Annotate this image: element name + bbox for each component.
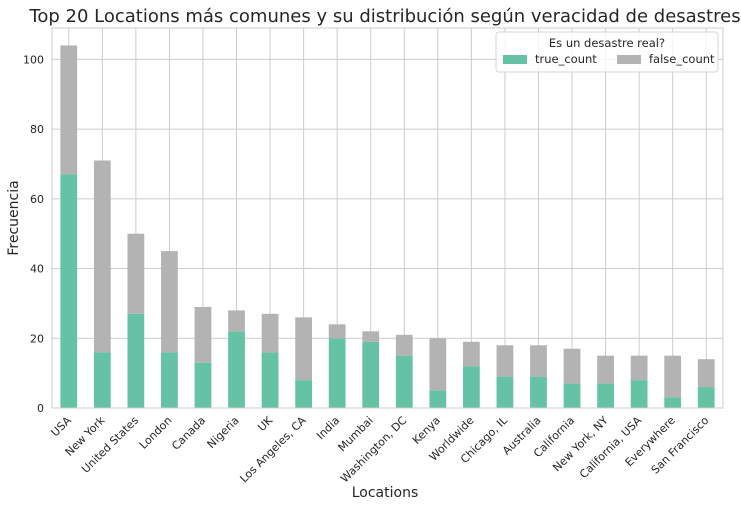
bar-false-count [563, 348, 581, 384]
bar-true-count [597, 383, 614, 408]
legend: Es un desastre real? true_count false_co… [495, 31, 719, 73]
bar-true-count [194, 362, 212, 408]
y-tick-label: 0 [37, 402, 44, 415]
y-tick-label: 40 [30, 263, 44, 276]
y-tick-labels: 0 20 40 60 80 100 [23, 53, 44, 415]
y-axis-label: Frecuencia [6, 180, 22, 255]
bar-false-count [93, 160, 111, 353]
bar-true-count [664, 397, 682, 408]
bar-true-count [563, 383, 581, 408]
x-axis-label: Locations [352, 485, 419, 501]
bar-false-count [462, 341, 480, 367]
legend-label-false-count: false_count [649, 52, 715, 66]
bar-false-count [228, 310, 245, 332]
bar-true-count [295, 380, 313, 408]
legend-swatch-false-count [617, 55, 641, 64]
bar-false-count [395, 334, 413, 356]
plot-frame [51, 27, 724, 409]
bar-true-count [530, 376, 547, 408]
legend-swatch-true-count [503, 55, 527, 64]
bar-true-count [93, 352, 111, 408]
bar-false-count [161, 251, 178, 353]
bar-true-count [395, 355, 413, 408]
y-tick-label: 60 [30, 193, 44, 206]
bar-true-count [496, 376, 514, 408]
bar-false-count [261, 313, 279, 353]
bar-false-count [429, 338, 447, 391]
x-tick-label: London [137, 414, 175, 452]
bar-false-count [496, 345, 514, 377]
bar-false-count [60, 45, 78, 175]
bar-true-count [328, 338, 346, 408]
bar-true-count [228, 331, 245, 408]
x-tick-label: UK [255, 413, 276, 434]
x-tick-label: Nigeria [205, 414, 242, 451]
bar-true-count [127, 313, 145, 408]
legend-box [495, 31, 719, 73]
y-tick-label: 80 [30, 123, 44, 136]
x-tick-label: Canada [169, 414, 208, 453]
bar-false-count [194, 306, 212, 363]
bars [60, 45, 715, 408]
legend-title: Es un desastre real? [549, 36, 665, 50]
bar-true-count [630, 380, 648, 408]
bar-false-count [362, 331, 380, 342]
bar-false-count [697, 359, 715, 388]
bar-true-count [161, 352, 178, 408]
bar-true-count [697, 387, 715, 408]
y-tick-label: 20 [30, 332, 44, 345]
bar-false-count [295, 317, 313, 381]
grid-lines [52, 28, 723, 409]
bar-true-count [362, 341, 380, 408]
bar-true-count [462, 366, 480, 408]
bar-false-count [664, 355, 682, 398]
x-tick-label: India [314, 414, 342, 442]
legend-label-true-count: true_count [535, 52, 597, 66]
y-tick-label: 100 [23, 53, 44, 66]
chart-title: Top 20 Locations más comunes y su distri… [28, 6, 740, 27]
x-tick-label: USA [49, 414, 75, 440]
bar-true-count [429, 390, 447, 408]
bar-true-count [261, 352, 279, 408]
bar-true-count [60, 174, 78, 408]
bar-false-count [597, 355, 614, 384]
bar-false-count [530, 345, 547, 377]
bar-false-count [630, 355, 648, 381]
bar-false-count [328, 324, 346, 339]
bar-false-count [127, 233, 145, 314]
